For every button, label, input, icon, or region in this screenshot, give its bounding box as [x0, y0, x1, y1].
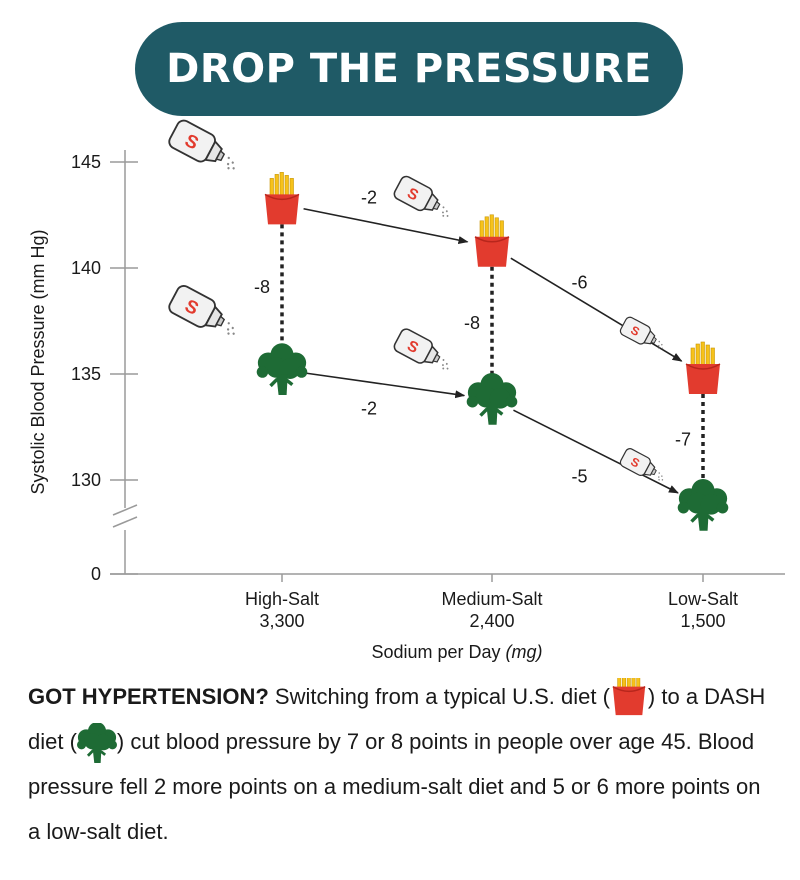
typical-step-label: -6 [571, 272, 587, 292]
typical-arrow [303, 207, 469, 244]
y-axis-title: Systolic Blood Pressure (mm Hg) [28, 229, 48, 494]
y-ticks: 145 140 135 130 0 [71, 152, 138, 584]
broccoli-icon [76, 723, 117, 764]
salt-shaker-icon [618, 446, 670, 487]
caption-part1: Switching from a typical U.S. diet ( [268, 684, 610, 709]
y-tick-label: 145 [71, 152, 101, 172]
salt-shaker-icon [165, 117, 245, 179]
dash-arrow [513, 409, 679, 494]
dash-step-label: -5 [571, 466, 587, 486]
x-tick-label: High-Salt [245, 589, 319, 609]
broccoli-point-icon [675, 477, 731, 533]
salt-shaker-icon [391, 173, 457, 225]
chart-title: DROP THE PRESSURE [166, 46, 652, 92]
x-axis-title-unit: (mg) [506, 642, 543, 662]
salt-shaker-icon [165, 282, 245, 345]
x-tick-sodium-label: 1,500 [680, 611, 725, 631]
x-tick-sodium-label: 3,300 [259, 611, 304, 631]
broccoli-point-icon [464, 371, 520, 427]
y-tick-label: 135 [71, 364, 101, 384]
fries-point-icon [264, 171, 300, 226]
typical-step-label: -2 [361, 188, 377, 208]
broccoli-point-icon [254, 341, 310, 397]
diet-gap-label: -8 [254, 277, 270, 297]
diet-gap-label: -7 [675, 430, 691, 450]
y-tick-label: 140 [71, 258, 101, 278]
fries-point-icon [474, 214, 510, 268]
x-tick-label: Medium-Salt [441, 589, 542, 609]
axis-break-mark-2 [112, 516, 138, 528]
caption: GOT HYPERTENSION? Switching from a typic… [28, 674, 778, 854]
plot-area: -8 -8 -7 -2 -6 -2 -5 [165, 117, 731, 533]
fries-point-icon [685, 341, 721, 395]
x-tick-label: Low-Salt [668, 589, 738, 609]
y-tick-label: 130 [71, 470, 101, 490]
x-tick-sodium-label: 2,400 [469, 611, 514, 631]
y-tick-label: 0 [91, 564, 101, 584]
dash-step-label: -2 [361, 399, 377, 419]
title-banner: DROP THE PRESSURE [135, 22, 683, 116]
salt-shaker-icon [391, 326, 457, 378]
dash-arrow [305, 372, 466, 399]
diet-gap-label: -8 [464, 313, 480, 333]
x-axis-title-text: Sodium per Day [371, 642, 500, 662]
caption-lead: GOT HYPERTENSION? [28, 684, 269, 709]
axis-break-mark-1 [112, 504, 138, 516]
caption-part2: ) to a DASH diet ( [28, 684, 766, 754]
caption-part3: ) cut blood pressure by 7 or 8 points in… [28, 729, 761, 844]
typical-arrow [510, 257, 683, 362]
fries-icon [612, 678, 646, 716]
x-axis-title: Sodium per Day (mg) [371, 642, 542, 662]
